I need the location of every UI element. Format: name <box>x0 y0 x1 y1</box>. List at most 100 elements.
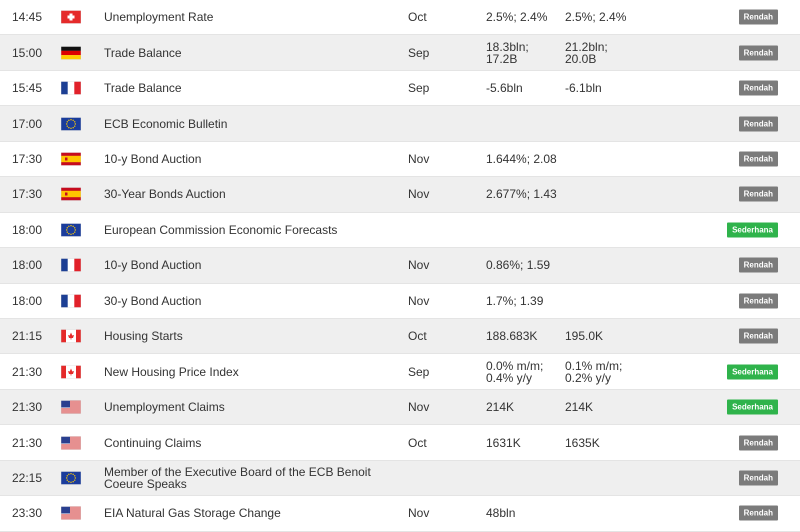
importance-badge: Sederhana <box>727 364 778 380</box>
time: 17:30 <box>12 187 43 202</box>
event-name: New Housing Price Index <box>104 364 239 379</box>
time: 15:45 <box>12 81 43 96</box>
event-name: Member of the Executive Board of the ECB… <box>104 465 371 492</box>
actual-value: 2.677%; 1.43 <box>486 187 557 202</box>
actual-value: 214K <box>486 400 515 415</box>
country-flag <box>61 223 81 237</box>
table-row: 18:00 30-y Bond Auction Nov 1.7%; 1.39 Renda… <box>0 284 800 319</box>
country-flag <box>61 506 81 520</box>
time: 22:15 <box>12 471 43 486</box>
country-flag <box>61 187 81 201</box>
actual-value: 48bln <box>486 506 516 521</box>
table-row: 21:30 Unemployment Claims Nov 214K 214K Seder… <box>0 389 800 426</box>
table-row: 17:30 10-y Bond Auction Nov 1.644%; 2.08 Ren… <box>0 142 800 178</box>
table-row: 18:00 European Commission Economic Foreca… <box>0 213 800 249</box>
actual-value: 188.683K <box>486 329 538 344</box>
country-flag <box>61 471 81 485</box>
table-row: 15:45 Trade Balance Sep -5.6bln -6.1bln Renda… <box>0 71 800 107</box>
table-row: 17:30 30-Year Bonds Auction Nov 2.677%; 1.4… <box>0 177 800 213</box>
country-flag <box>61 436 81 450</box>
actual-value: 0.0% m/m; 0.4% y/y <box>486 358 544 385</box>
forecast-value: 1635K <box>565 435 600 450</box>
period: Sep <box>408 81 430 96</box>
forecast-value: 0.1% m/m; 0.2% y/y <box>565 358 623 385</box>
importance-badge: Rendah <box>738 257 778 273</box>
event-name: EIA Natural Gas Storage Change <box>104 506 281 521</box>
period: Nov <box>408 151 430 166</box>
table-row: 21:30 Continuing Claims Oct 1631K 1635K Renda… <box>0 425 800 461</box>
time: 23:30 <box>12 506 43 521</box>
table-row: 15:00 Trade Balance Sep 18.3bln; 17.2B 21.2b… <box>0 35 800 71</box>
importance-badge: Rendah <box>738 9 778 25</box>
importance-badge: Sederhana <box>727 222 778 238</box>
country-flag <box>61 46 81 60</box>
country-flag <box>61 294 81 308</box>
country-flag <box>61 117 81 131</box>
event-name: 30-Year Bonds Auction <box>104 187 226 202</box>
period: Nov <box>408 293 430 308</box>
event-name: 30-y Bond Auction <box>104 293 202 308</box>
period: Nov <box>408 400 430 415</box>
importance-badge: Rendah <box>738 328 778 344</box>
importance-badge: Sederhana <box>727 399 778 415</box>
forecast-value: 195.0K <box>565 329 604 344</box>
time: 21:15 <box>12 329 43 344</box>
country-flag <box>61 365 81 379</box>
event-name: Unemployment Rate <box>104 10 214 25</box>
time: 17:00 <box>12 116 43 131</box>
actual-value: 1631K <box>486 435 521 450</box>
event-name: 10-y Bond Auction <box>104 258 202 273</box>
actual-value: 2.5%; 2.4% <box>486 10 548 25</box>
time: 21:30 <box>12 400 43 415</box>
importance-badge: Rendah <box>738 45 778 61</box>
event-name: Continuing Claims <box>104 435 202 450</box>
actual-value: 0.86%; 1.59 <box>486 258 551 273</box>
importance-badge: Rendah <box>738 116 778 132</box>
forecast-value: 21.2bln; 20.0B <box>565 39 608 66</box>
event-name: Trade Balance <box>104 81 182 96</box>
country-flag <box>61 152 81 166</box>
actual-value: -5.6bln <box>486 81 523 96</box>
time: 18:00 <box>12 293 43 308</box>
time: 14:45 <box>12 10 43 25</box>
event-name: Housing Starts <box>104 329 183 344</box>
table-row: 23:30 EIA Natural Gas Storage Change Nov 48… <box>0 496 800 532</box>
importance-badge: Rendah <box>738 80 778 96</box>
country-flag <box>61 258 81 272</box>
time: 18:00 <box>12 258 43 273</box>
period: Sep <box>408 45 430 60</box>
actual-value: 1.7%; 1.39 <box>486 293 544 308</box>
event-name: European Commission Economic Forecasts <box>104 222 338 237</box>
time: 17:30 <box>12 151 43 166</box>
importance-badge: Rendah <box>738 186 778 202</box>
actual-value: 1.644%; 2.08 <box>486 151 557 166</box>
event-name: ECB Economic Bulletin <box>104 116 228 131</box>
time: 15:00 <box>12 45 43 60</box>
period: Nov <box>408 258 430 273</box>
actual-value: 18.3bln; 17.2B <box>486 39 529 66</box>
event-name: Unemployment Claims <box>104 400 225 415</box>
table-row: 14:45 Unemployment Rate Oct 2.5%; 2.4% 2.5%;… <box>0 0 800 36</box>
country-flag <box>61 400 81 414</box>
table-row: 21:30 New Housing Price Index Sep 0.0% m/m;… <box>0 355 800 390</box>
period: Oct <box>408 329 427 344</box>
period: Sep <box>408 364 430 379</box>
table-row: 17:00 ECB Economic Bulletin Rendah <box>0 106 800 142</box>
country-flag <box>61 329 81 343</box>
event-name: Trade Balance <box>104 45 182 60</box>
importance-badge: Rendah <box>738 293 778 309</box>
importance-badge: Rendah <box>738 435 778 451</box>
time: 18:00 <box>12 222 43 237</box>
period: Nov <box>408 187 430 202</box>
event-name: 10-y Bond Auction <box>104 151 202 166</box>
forecast-value: -6.1bln <box>565 81 602 96</box>
table-row: 18:00 10-y Bond Auction Nov 0.86%; 1.59 Rend… <box>0 248 800 284</box>
country-flag <box>61 10 81 24</box>
importance-badge: Rendah <box>738 505 778 521</box>
forecast-value: 214K <box>565 400 594 415</box>
country-flag <box>61 81 81 95</box>
period: Oct <box>408 10 427 25</box>
importance-badge: Rendah <box>738 470 778 486</box>
forecast-value: 2.5%; 2.4% <box>565 10 627 25</box>
